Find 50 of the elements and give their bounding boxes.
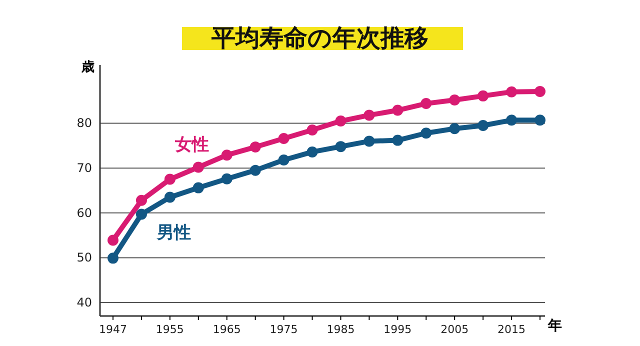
x-tick-label: 2015 [498, 322, 526, 336]
point [278, 154, 290, 166]
point [364, 110, 375, 121]
point [506, 114, 518, 126]
point [250, 142, 261, 153]
point [449, 123, 460, 134]
x-tick-label: 1947 [99, 322, 127, 336]
point [108, 252, 118, 264]
point [250, 164, 261, 176]
y-tick-label: 50 [76, 250, 92, 265]
series-label: 男性 [156, 223, 191, 243]
series-label: 女性 [174, 135, 209, 155]
point [534, 114, 546, 126]
point [506, 86, 518, 98]
point [478, 90, 489, 102]
y-tick-label: 70 [76, 160, 92, 175]
point [364, 136, 375, 147]
x-tick-label: 1975 [270, 322, 298, 336]
point [221, 173, 232, 184]
point [192, 182, 204, 194]
y-axis-title: 歳 [80, 60, 94, 75]
point [221, 150, 232, 161]
x-tick-label: 1995 [384, 322, 412, 336]
x-tick-label: 2005 [440, 322, 469, 336]
y-tick-label: 60 [76, 206, 92, 220]
x-axis-title: 年 [547, 318, 562, 334]
x-tick-label: 1985 [326, 322, 355, 336]
point [136, 208, 147, 220]
chart-title: 平均寿命の年次推移 [210, 24, 428, 52]
point [335, 141, 346, 152]
point [306, 124, 318, 136]
point [420, 128, 432, 139]
point [449, 94, 460, 106]
point [164, 192, 176, 203]
point [392, 134, 404, 146]
point [192, 162, 204, 173]
point [306, 146, 318, 158]
point [420, 98, 432, 110]
x-tick-label: 1965 [212, 322, 241, 336]
point [108, 234, 118, 246]
point [478, 120, 489, 132]
y-tick-label: 80 [76, 116, 92, 130]
y-tick-label: 40 [76, 295, 92, 310]
point [164, 174, 176, 185]
point [392, 104, 404, 116]
point [136, 194, 147, 206]
x-tick-label: 1955 [156, 322, 184, 336]
point [534, 86, 546, 97]
point [278, 133, 290, 144]
point [335, 116, 346, 127]
